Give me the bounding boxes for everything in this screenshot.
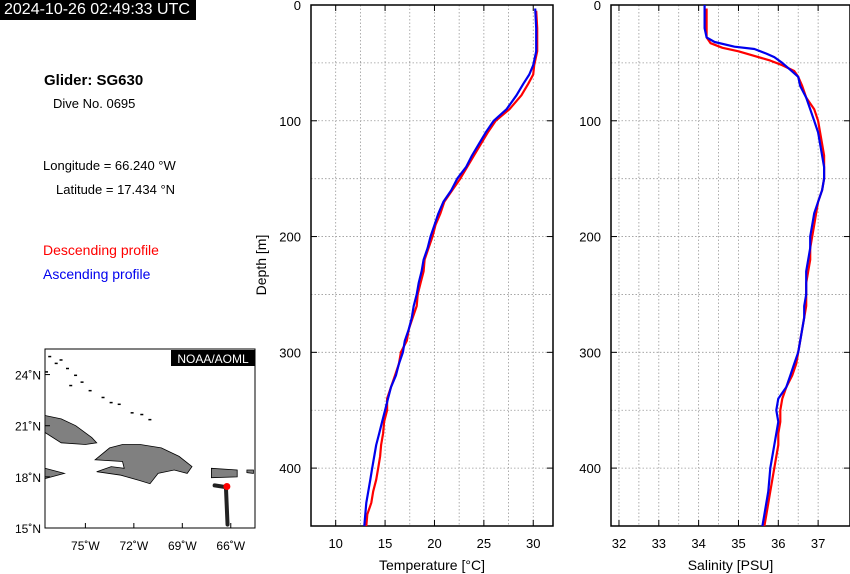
dive-number: Dive No. 0695 — [53, 96, 136, 111]
temperature-xtick-label: 10 — [328, 536, 342, 551]
map-small-island — [45, 371, 48, 373]
temperature-xtick-label: 30 — [526, 536, 540, 551]
salinity-xtick-label: 36 — [771, 536, 785, 551]
temperature-ytick-label: 300 — [279, 345, 301, 360]
map-lon-label: 72˚W — [120, 539, 149, 553]
legend-ascending: Ascending profile — [43, 266, 151, 282]
map-lon-label: 69˚W — [168, 539, 197, 553]
salinity-xtick-label: 35 — [731, 536, 745, 551]
map-small-island — [88, 389, 92, 392]
timestamp: 2024-10-26 02:49:33 UTC — [0, 0, 196, 20]
map-small-island — [130, 412, 134, 414]
map-hispaniola — [94, 444, 193, 485]
map-credit: NOAA/AOML — [177, 352, 249, 366]
salinity-frame — [610, 4, 850, 527]
salinity-ytick-label: 0 — [594, 0, 601, 13]
temperature-xtick-label: 20 — [427, 536, 441, 551]
location-map: NOAA/AOML 24˚N 21˚N 18˚N 15˚N 75˚W 72˚W 69˚W 66˚… — [15, 348, 256, 553]
map-lat-label: 18˚N — [15, 471, 41, 485]
salinity-xtick-label: 33 — [652, 536, 666, 551]
map-small-island — [109, 401, 113, 404]
map-small-island — [117, 403, 121, 406]
temperature-frame — [310, 4, 554, 527]
temperature-ytick-label: 400 — [279, 461, 301, 476]
glider-position-marker — [223, 483, 231, 491]
map-small-island — [54, 362, 58, 365]
map-virgin-islands — [246, 469, 254, 474]
salinity-series-ascending — [703, 5, 826, 527]
map-small-island — [48, 355, 52, 358]
map-small-island — [80, 381, 84, 383]
longitude-label: Longitude = 66.240 °W — [43, 158, 176, 173]
latitude-label: Latitude = 17.434 °N — [56, 182, 176, 197]
map-lat-label: 15˚N — [15, 522, 41, 536]
map-small-island — [148, 418, 152, 421]
temperature-ytick-label: 200 — [279, 230, 301, 245]
temperature-ytick-label: 0 — [294, 0, 301, 13]
salinity-ytick-label: 300 — [579, 345, 601, 360]
legend-descending: Descending profile — [43, 242, 159, 258]
map-puerto-rico — [210, 467, 238, 479]
salinity-xtick-label: 34 — [691, 536, 705, 551]
map-lon-label: 66˚W — [216, 539, 245, 553]
temperature-series-ascending — [363, 8, 538, 527]
glider-track — [212, 483, 230, 527]
map-cuba — [44, 415, 98, 445]
map-credit-box — [171, 350, 255, 366]
salinity-chart: 32 33 34 35 36 37 0 100 200 300 400 Salinity [PSU] — [579, 0, 850, 573]
salinity-ytick-label: 400 — [579, 461, 601, 476]
map-lat-label: 24˚N — [15, 369, 41, 383]
map-small-island — [66, 367, 69, 370]
map-jamaica — [44, 467, 66, 480]
temperature-ytick-label: 100 — [279, 114, 301, 129]
map-small-island — [69, 384, 73, 387]
map-small-island — [101, 396, 105, 399]
map-lon-label: 75˚W — [71, 539, 100, 553]
salinity-ytick-label: 100 — [579, 114, 601, 129]
map-small-island — [59, 359, 63, 361]
temperature-xtick-label: 25 — [477, 536, 491, 551]
salinity-xlabel: Salinity [PSU] — [688, 557, 774, 573]
temperature-xtick-label: 15 — [378, 536, 392, 551]
salinity-xtick-label: 32 — [612, 536, 626, 551]
temperature-xlabel: Temperature [°C] — [379, 557, 485, 573]
map-small-island — [74, 374, 78, 377]
map-lat-label: 21˚N — [15, 420, 41, 434]
map-small-island — [140, 413, 144, 416]
salinity-xtick-label: 37 — [811, 536, 825, 551]
salinity-ytick-label: 200 — [579, 230, 601, 245]
glider-title: Glider: SG630 — [44, 72, 144, 89]
temperature-ylabel: Depth [m] — [253, 235, 269, 296]
temperature-series-descending — [365, 10, 539, 527]
